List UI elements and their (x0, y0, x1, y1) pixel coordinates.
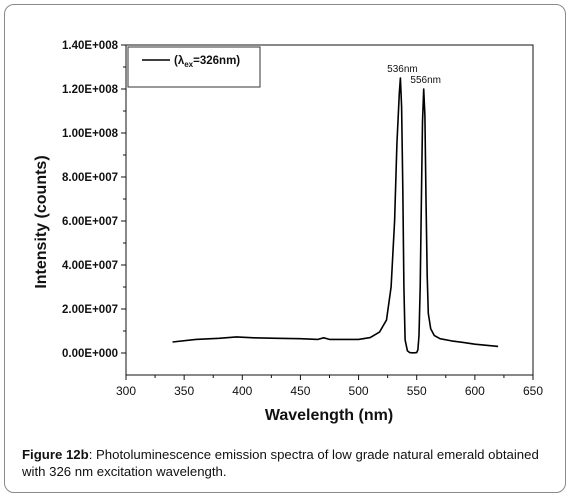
figure-frame (4, 4, 566, 493)
legend-label: (λex=326nm) (174, 55, 240, 69)
chart: 300 350 400 450 500 550 600 650 0.00E+000 2.00E+… (33, 40, 543, 424)
x-tick-label: 300 (116, 384, 136, 398)
x-axis-label: Wavelength (nm) (265, 407, 393, 424)
x-tick-label: 550 (407, 384, 427, 398)
y-tick-label: 2.00E+007 (62, 304, 118, 316)
series-line (172, 77, 499, 354)
y-tick-label: 1.40E+008 (62, 40, 119, 52)
figure-caption: Figure 12b: Photoluminescence emission s… (22, 446, 557, 480)
y-tick-label: 8.00E+007 (62, 172, 118, 184)
y-tick-label: 1.00E+008 (62, 128, 119, 140)
y-axis-label: Intensity (counts) (33, 155, 50, 288)
x-tick-label: 450 (290, 384, 310, 398)
y-tick-label: 4.00E+007 (62, 260, 118, 272)
x-axis: 300 350 400 450 500 550 600 650 (116, 375, 543, 398)
legend: (λex=326nm) (127, 46, 261, 88)
peak-label: 556nm (410, 75, 441, 86)
y-tick-label: 6.00E+007 (62, 216, 118, 228)
y-axis: 0.00E+000 2.00E+007 4.00E+007 6.00E+007 8.00… (62, 40, 126, 360)
caption-label: Figure 12b (22, 447, 89, 462)
x-tick-label: 600 (465, 384, 485, 398)
x-tick-label: 400 (232, 384, 252, 398)
legend-box (127, 46, 261, 88)
peak-label: 536nm (387, 64, 418, 75)
y-tick-label: 1.20E+008 (62, 84, 119, 96)
y-tick-label: 0.00E+000 (62, 348, 118, 360)
x-tick-label: 650 (523, 384, 543, 398)
x-tick-label: 500 (349, 384, 369, 398)
caption-text: : Photoluminescence emission spectra of … (22, 447, 539, 479)
x-tick-label: 350 (174, 384, 194, 398)
plot-area (125, 44, 534, 376)
